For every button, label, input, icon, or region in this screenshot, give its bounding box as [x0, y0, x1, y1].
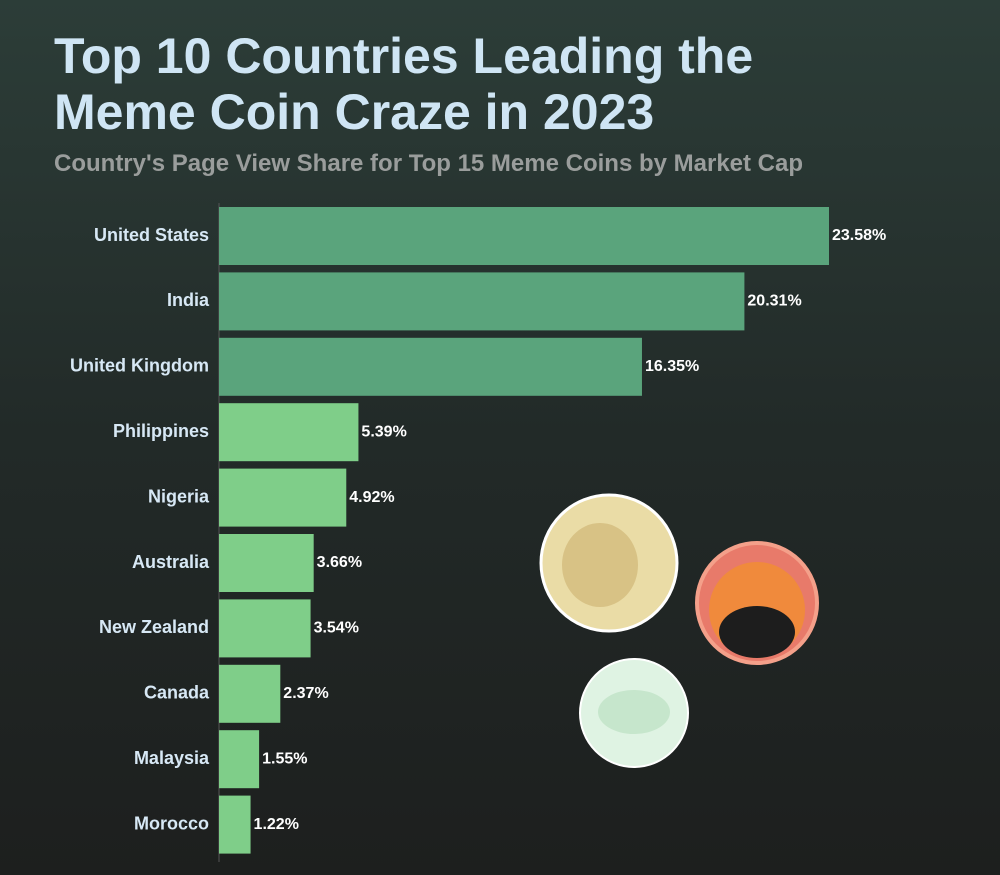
y-tick-label: Morocco [134, 813, 209, 833]
y-tick-label: Malaysia [134, 748, 210, 768]
y-tick-label: New Zealand [99, 617, 209, 637]
value-label: 3.54% [314, 620, 359, 637]
coin-shib [695, 541, 819, 665]
bar [219, 730, 260, 789]
y-tick-label: Philippines [113, 421, 209, 441]
coin-doge [539, 493, 679, 633]
value-label: 16.35% [645, 358, 699, 375]
y-tick-label: Nigeria [148, 486, 210, 506]
y-tick-label: India [167, 290, 210, 310]
value-label: 20.31% [747, 293, 801, 310]
bar [219, 599, 311, 658]
value-label: 23.58% [832, 227, 886, 244]
y-tick-label: Canada [144, 683, 210, 703]
y-tick-label: United Kingdom [70, 356, 209, 376]
value-label: 1.55% [262, 750, 307, 767]
bar [219, 403, 359, 462]
coin-pepe [579, 658, 689, 768]
y-tick-label: Australia [132, 552, 210, 572]
bar [219, 207, 829, 265]
value-label: 4.92% [349, 489, 394, 506]
bar [219, 664, 281, 723]
chart-title: Top 10 Countries Leading the Meme Coin C… [54, 28, 754, 140]
bar [219, 337, 642, 396]
value-label: 1.22% [254, 816, 299, 833]
value-label: 2.37% [283, 685, 328, 702]
value-label: 5.39% [361, 423, 406, 440]
chart-subtitle: Country's Page View Share for Top 15 Mem… [54, 150, 804, 177]
bar [219, 795, 251, 854]
bar [219, 468, 347, 527]
value-label: 3.66% [317, 554, 362, 571]
bar [219, 534, 314, 592]
bar [219, 272, 745, 331]
y-tick-label: United States [94, 225, 209, 245]
